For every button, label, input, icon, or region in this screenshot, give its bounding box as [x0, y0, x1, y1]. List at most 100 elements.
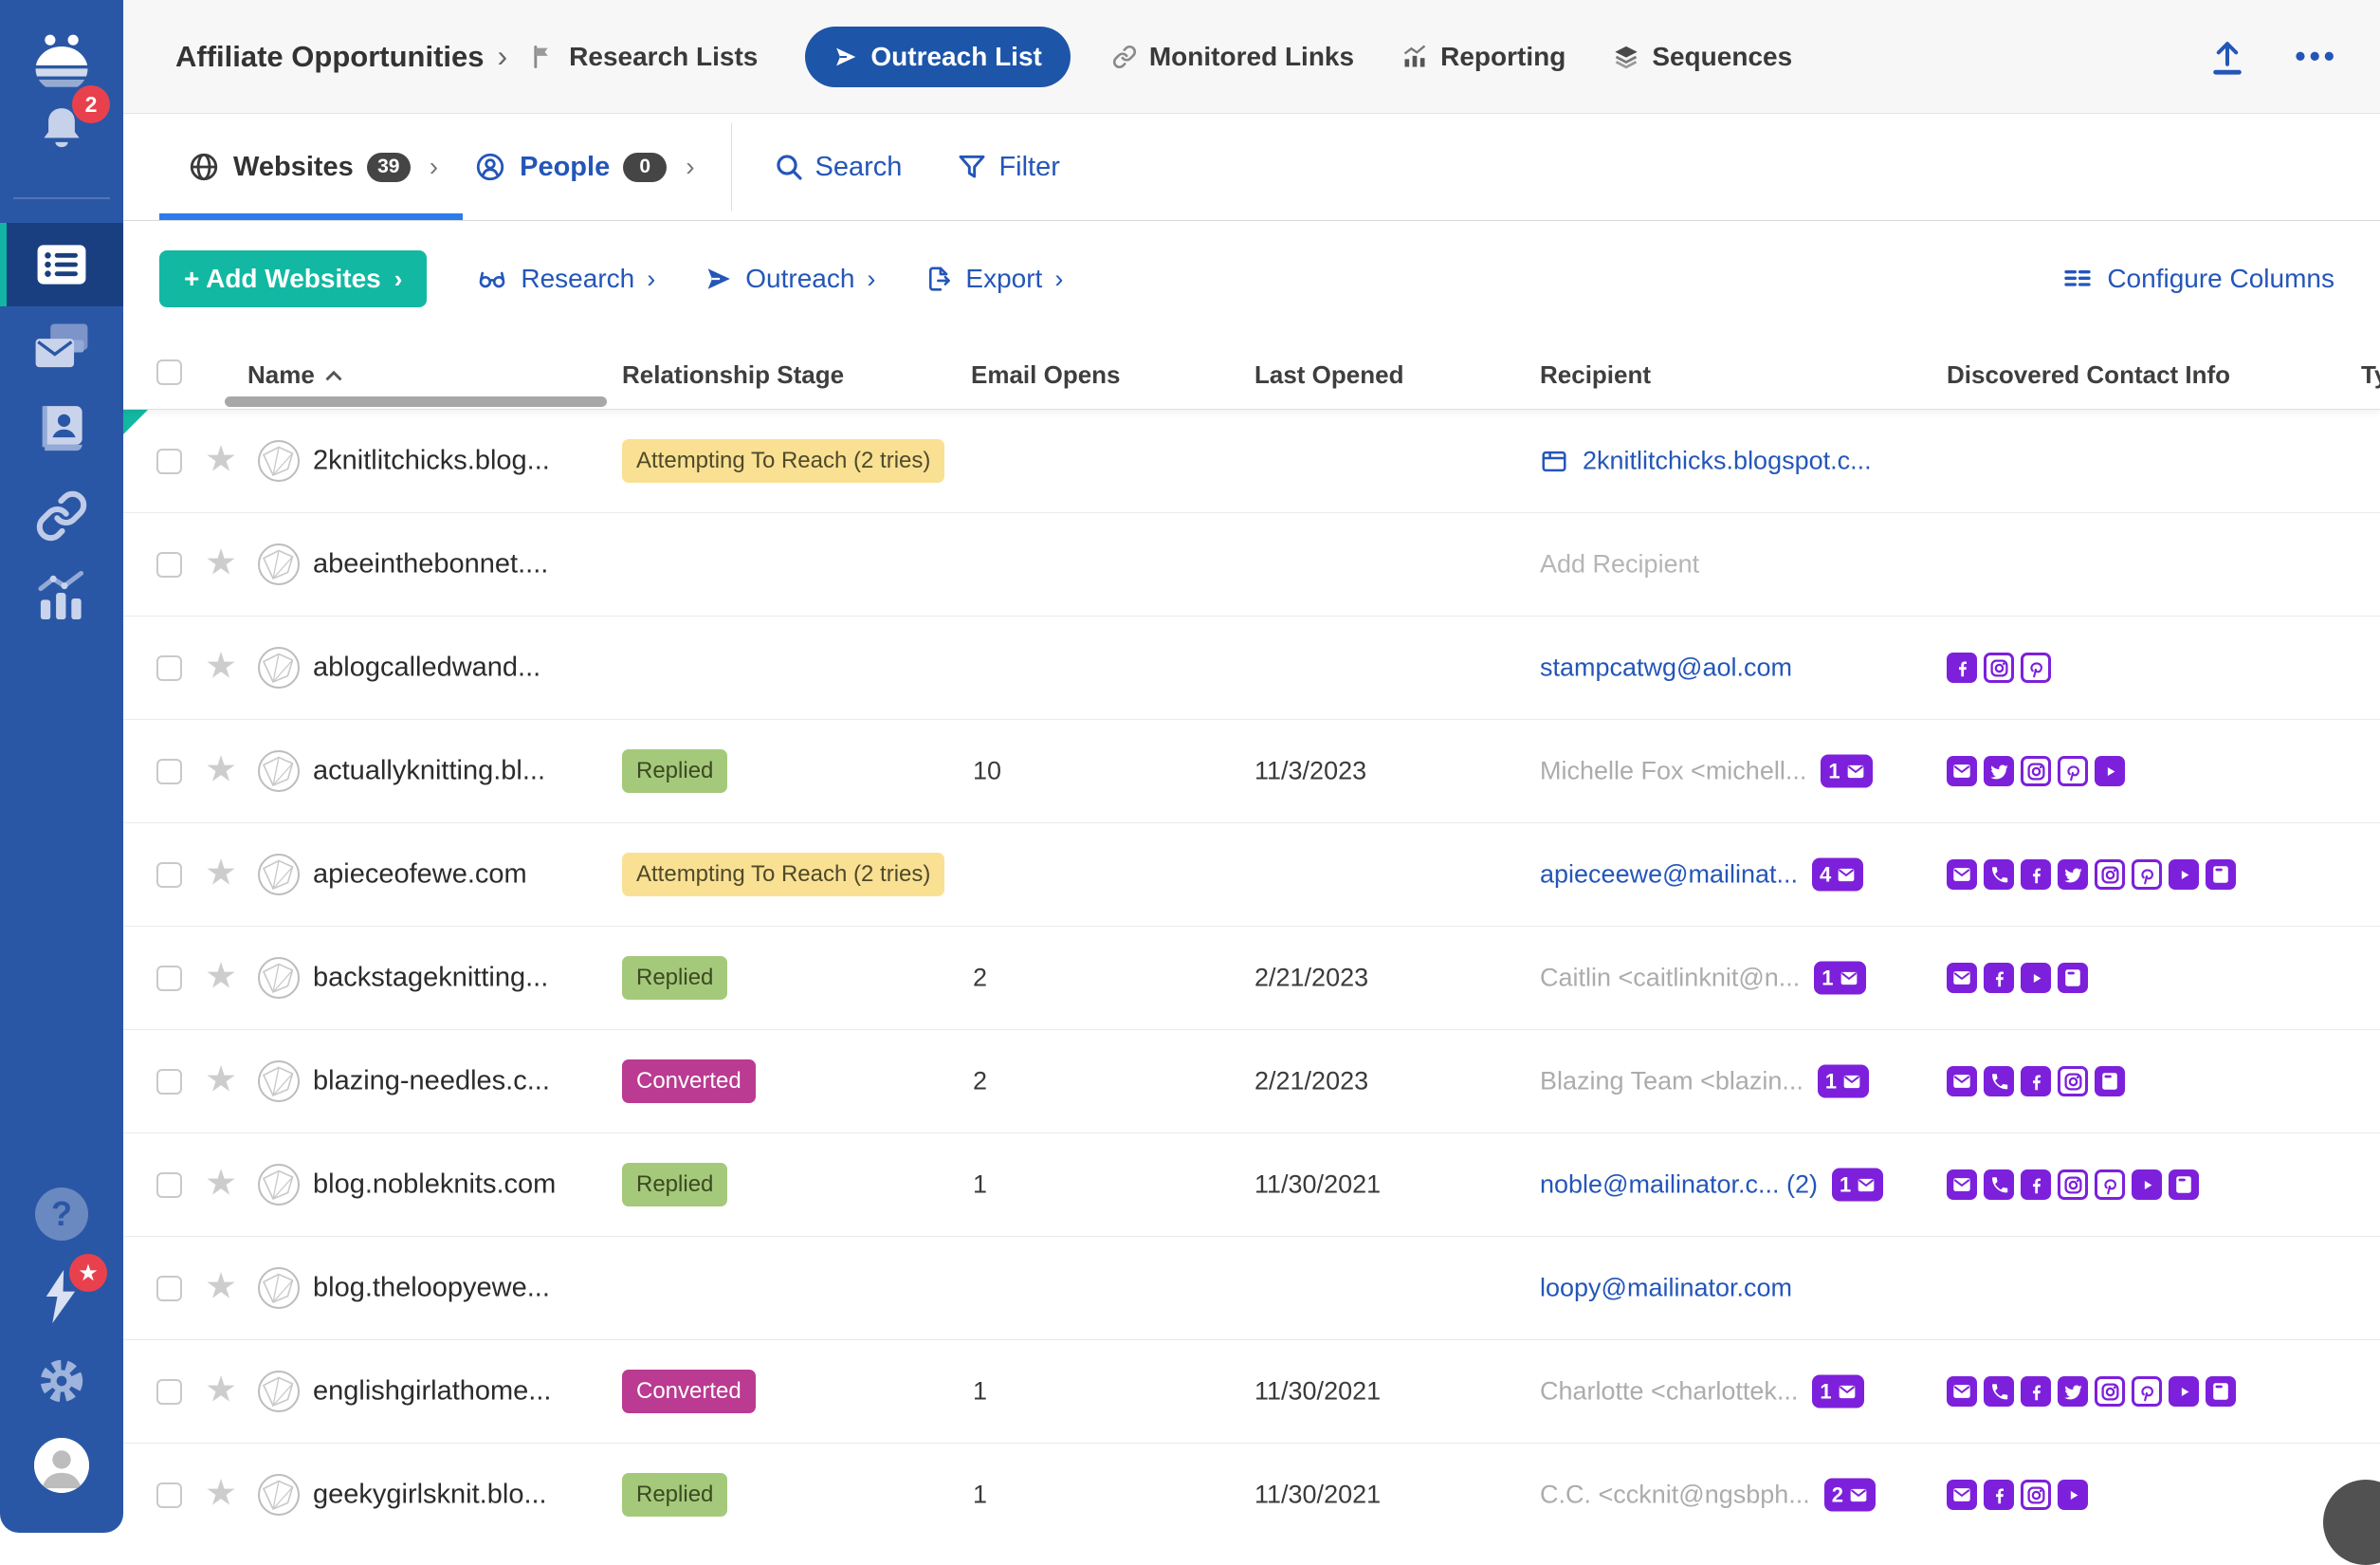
facebook-icon[interactable] — [1947, 653, 1977, 683]
row-checkbox[interactable] — [156, 1276, 182, 1301]
envelope-icon[interactable] — [1947, 1169, 1977, 1200]
youtube-icon[interactable] — [2095, 756, 2125, 786]
nav-sequences[interactable]: Sequences — [1613, 42, 1792, 72]
recipient-cell[interactable]: noble@mailinator.c... (2) 1 — [1540, 1169, 1883, 1202]
column-header-relationship-stage[interactable]: Relationship Stage — [622, 360, 844, 390]
recipient-cell[interactable]: Blazing Team <blazin... 1 — [1540, 1065, 1869, 1098]
select-all-checkbox[interactable] — [156, 359, 182, 385]
configure-columns-button[interactable]: Configure Columns — [2062, 221, 2334, 337]
site-name[interactable]: blog.theloopyewe... — [313, 1273, 550, 1304]
email-count-badge[interactable]: 1 — [1821, 755, 1872, 788]
contact-card-icon[interactable] — [2169, 1169, 2199, 1200]
site-name[interactable]: blazing-needles.c... — [313, 1066, 550, 1097]
nav-monitored-links[interactable]: Monitored Links — [1112, 42, 1354, 72]
email-count-badge[interactable]: 1 — [1814, 962, 1865, 995]
recipient-cell[interactable]: Charlotte <charlottek...1 — [1540, 1375, 1864, 1408]
column-header-discovered-contact-info[interactable]: Discovered Contact Info — [1947, 360, 2230, 390]
email-count-badge[interactable]: 4 — [1812, 858, 1863, 892]
star-icon[interactable]: ★ — [205, 1369, 237, 1411]
site-name[interactable]: englishgirlathome... — [313, 1376, 551, 1408]
row-checkbox[interactable] — [156, 759, 182, 784]
star-icon[interactable]: ★ — [205, 748, 237, 791]
column-header-type[interactable]: Ty — [2361, 360, 2380, 390]
pinterest-icon[interactable] — [2132, 1376, 2162, 1407]
recipient-text[interactable]: stampcatwg@aol.com — [1540, 654, 1792, 683]
site-name[interactable]: ablogcalledwand... — [313, 653, 540, 684]
recipient-text[interactable]: loopy@mailinator.com — [1540, 1274, 1792, 1303]
recipient-text[interactable]: Michelle Fox <michell... — [1540, 757, 1806, 786]
notifications-bell-icon[interactable]: 2 — [0, 97, 123, 159]
nav-reporting[interactable]: Reporting — [1401, 42, 1565, 72]
sidebar-item-account[interactable] — [0, 1438, 123, 1493]
instagram-icon[interactable] — [2095, 859, 2125, 890]
envelope-icon[interactable] — [1947, 1480, 1977, 1510]
envelope-icon[interactable] — [1947, 963, 1977, 993]
envelope-icon[interactable] — [1947, 756, 1977, 786]
facebook-icon[interactable] — [2021, 1169, 2051, 1200]
phone-icon[interactable] — [1984, 1376, 2014, 1407]
upload-icon[interactable] — [2209, 38, 2245, 76]
star-icon[interactable]: ★ — [205, 645, 237, 688]
row-checkbox[interactable] — [156, 1482, 182, 1508]
star-icon[interactable]: ★ — [205, 542, 237, 584]
star-icon[interactable]: ★ — [205, 852, 237, 894]
column-header-email-opens[interactable]: Email Opens — [971, 360, 1121, 390]
instagram-icon[interactable] — [2058, 1066, 2088, 1096]
tab-websites[interactable]: Websites 39 — [188, 151, 411, 183]
add-recipient-placeholder[interactable]: Add Recipient — [1540, 550, 1699, 580]
facebook-icon[interactable] — [1984, 1480, 2014, 1510]
row-checkbox[interactable] — [156, 552, 182, 578]
column-header-recipient[interactable]: Recipient — [1540, 360, 1651, 390]
youtube-icon[interactable] — [2058, 1480, 2088, 1510]
contact-card-icon[interactable] — [2206, 1376, 2236, 1407]
star-icon[interactable]: ★ — [205, 1265, 237, 1308]
facebook-icon[interactable] — [2021, 1376, 2051, 1407]
site-name[interactable]: blog.nobleknits.com — [313, 1169, 556, 1201]
recipient-cell[interactable]: Michelle Fox <michell... 1 — [1540, 755, 1873, 788]
sidebar-item-whats-new[interactable]: ★ — [0, 1267, 123, 1326]
column-header-name[interactable]: Name — [247, 360, 343, 390]
row-checkbox[interactable] — [156, 966, 182, 991]
contact-card-icon[interactable] — [2058, 963, 2088, 993]
email-count-badge[interactable]: 1 — [1832, 1169, 1883, 1202]
breadcrumb[interactable]: Affiliate Opportunities — [175, 40, 485, 74]
youtube-icon[interactable] — [2169, 1376, 2199, 1407]
youtube-icon[interactable] — [2169, 859, 2199, 890]
export-menu-button[interactable]: Export › — [925, 264, 1063, 294]
site-name[interactable]: abeeinthebonnet.... — [313, 549, 548, 580]
star-icon[interactable]: ★ — [205, 438, 237, 481]
youtube-icon[interactable] — [2021, 963, 2051, 993]
site-name[interactable]: actuallyknitting.bl... — [313, 756, 545, 787]
instagram-icon[interactable] — [1984, 653, 2014, 683]
pinterest-icon[interactable] — [2021, 653, 2051, 683]
instagram-icon[interactable] — [2095, 1376, 2125, 1407]
pinterest-icon[interactable] — [2132, 859, 2162, 890]
twitter-icon[interactable] — [2058, 1376, 2088, 1407]
recipient-cell[interactable]: 2knitlitchicks.blogspot.c... — [1540, 447, 1872, 476]
recipient-text[interactable]: noble@mailinator.c... (2) — [1540, 1170, 1818, 1200]
tab-people[interactable]: People 0 — [474, 151, 667, 183]
email-count-badge[interactable]: 1 — [1812, 1375, 1863, 1408]
instagram-icon[interactable] — [2058, 1169, 2088, 1200]
facebook-icon[interactable] — [2021, 1066, 2051, 1096]
sidebar-item-outreach[interactable] — [0, 321, 123, 372]
site-name[interactable]: apieceofewe.com — [313, 859, 527, 891]
phone-icon[interactable] — [1984, 859, 2014, 890]
row-checkbox[interactable] — [156, 1069, 182, 1095]
youtube-icon[interactable] — [2132, 1169, 2162, 1200]
recipient-cell[interactable]: loopy@mailinator.com — [1540, 1274, 1792, 1303]
sidebar-item-contacts[interactable] — [0, 402, 123, 453]
email-count-badge[interactable]: 1 — [1818, 1065, 1869, 1098]
site-name[interactable]: backstageknitting... — [313, 963, 548, 994]
row-checkbox[interactable] — [156, 1379, 182, 1405]
search-button[interactable]: Search — [774, 152, 903, 183]
phone-icon[interactable] — [1984, 1169, 2014, 1200]
outreach-menu-button[interactable]: Outreach › — [705, 264, 875, 294]
sidebar-item-help[interactable]: ? — [0, 1188, 123, 1241]
recipient-cell[interactable]: stampcatwg@aol.com — [1540, 654, 1792, 683]
phone-icon[interactable] — [1984, 1066, 2014, 1096]
recipient-text[interactable]: Blazing Team <blazin... — [1540, 1067, 1803, 1096]
envelope-icon[interactable] — [1947, 859, 1977, 890]
sidebar-item-lists[interactable] — [0, 223, 123, 306]
row-checkbox[interactable] — [156, 655, 182, 681]
